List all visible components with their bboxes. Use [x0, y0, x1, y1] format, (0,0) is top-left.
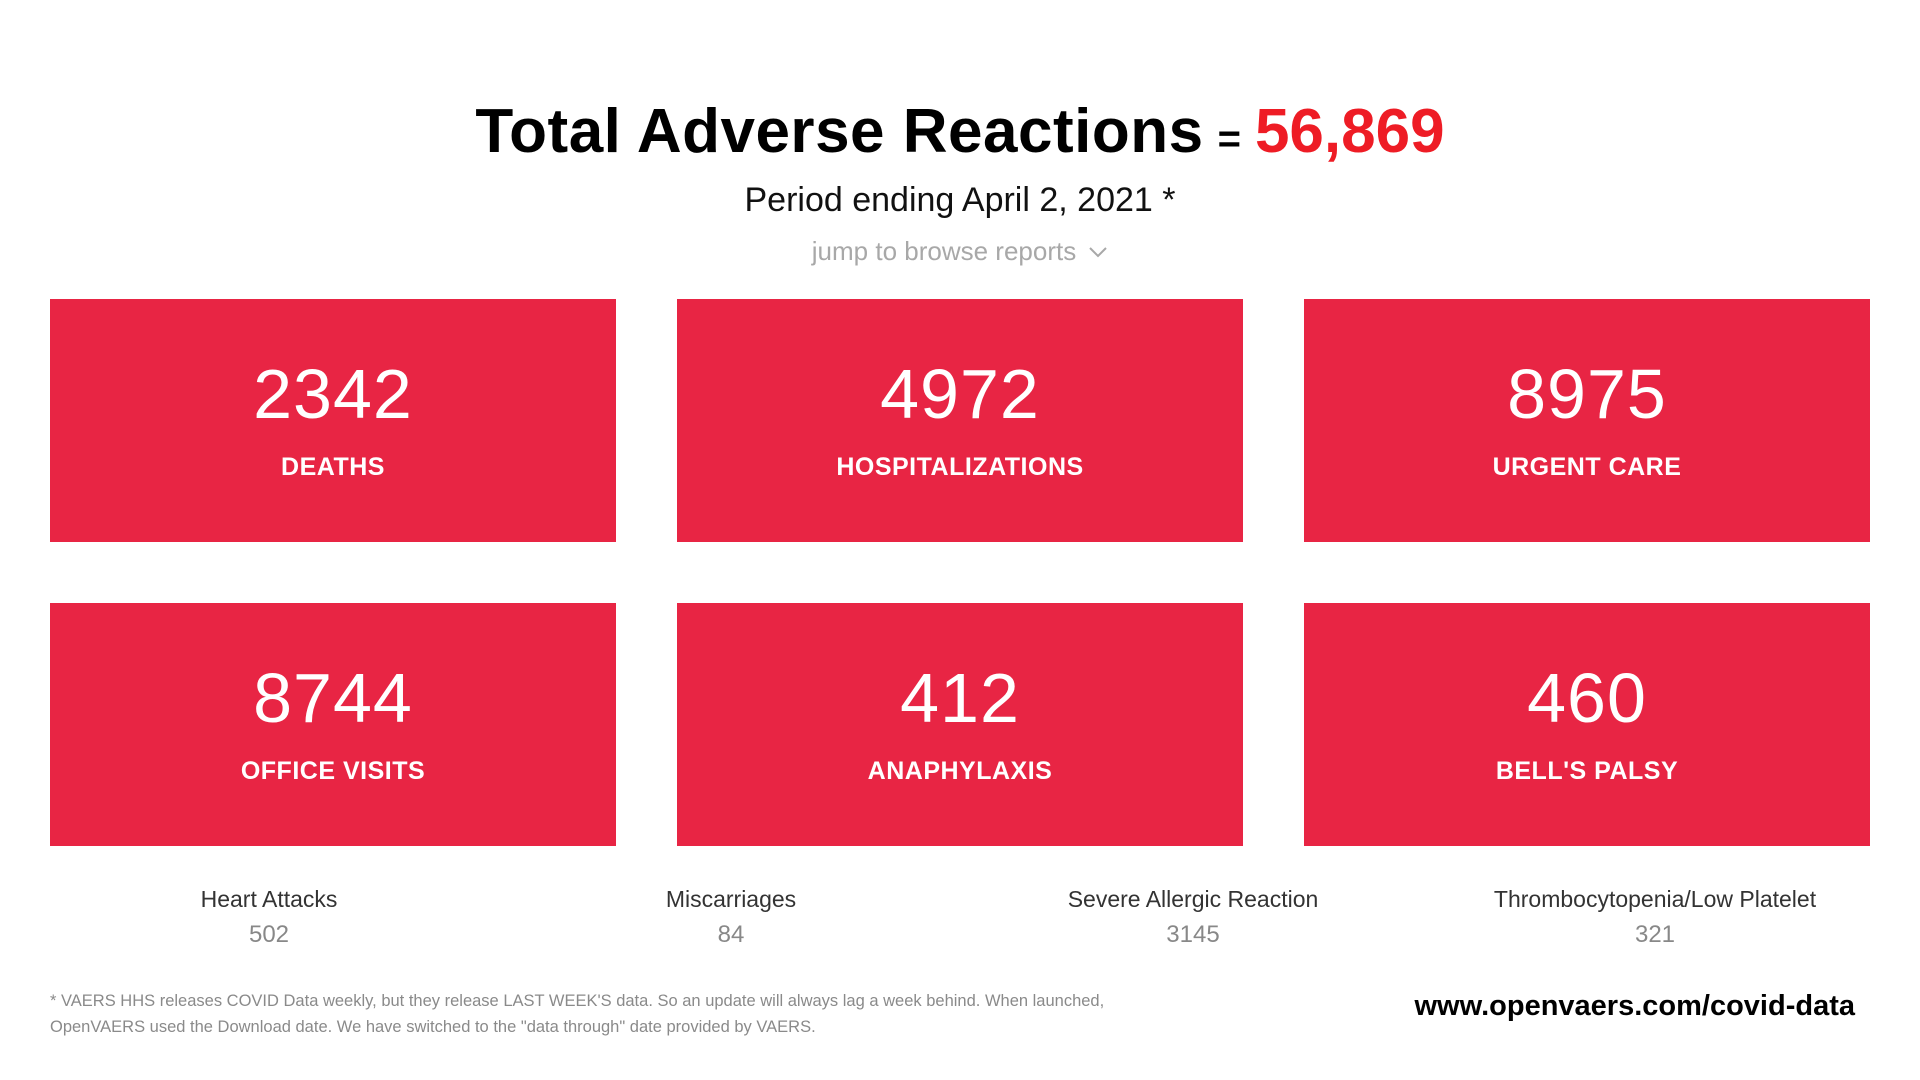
- card-deaths: 2342 DEATHS: [50, 299, 616, 542]
- page-header: Total Adverse Reactions = 56,869 Period …: [0, 96, 1920, 267]
- card-label: OFFICE VISITS: [240, 757, 426, 785]
- card-bells-palsy: 460 BELL'S PALSY: [1304, 603, 1870, 846]
- total-count: 56,869: [1254, 97, 1445, 166]
- card-value: 4972: [880, 355, 1040, 433]
- stat-label: Severe Allergic Reaction: [1067, 886, 1319, 912]
- stat-severe-allergic-reaction: Severe Allergic Reaction 3145: [943, 886, 1443, 949]
- card-label: ANAPHYLAXIS: [867, 757, 1053, 785]
- card-label: URGENT CARE: [1492, 453, 1682, 481]
- site-url: www.openvaers.com/covid-data: [1414, 990, 1856, 1022]
- stat-cards-grid: 2342 DEATHS 4972 HOSPITALIZATIONS 8975 U…: [50, 299, 1870, 846]
- stat-value: 321: [1634, 921, 1676, 948]
- card-label: HOSPITALIZATIONS: [836, 453, 1084, 481]
- card-hospitalizations: 4972 HOSPITALIZATIONS: [677, 299, 1243, 542]
- card-label: DEATHS: [281, 453, 385, 481]
- stat-heart-attacks: Heart Attacks 502: [19, 886, 519, 949]
- card-anaphylaxis: 412 ANAPHYLAXIS: [677, 603, 1243, 846]
- equals-sign: =: [1217, 117, 1241, 161]
- stat-value: 502: [248, 921, 290, 948]
- chevron-down-icon: [1089, 246, 1107, 257]
- stat-label: Thrombocytopenia/Low Platelet: [1493, 886, 1817, 912]
- card-value: 460: [1527, 659, 1647, 737]
- card-urgent-care: 8975 URGENT CARE: [1304, 299, 1870, 542]
- card-value: 8975: [1507, 355, 1667, 433]
- card-label: BELL'S PALSY: [1495, 757, 1679, 785]
- stat-miscarriages: Miscarriages 84: [481, 886, 981, 949]
- stat-thrombocytopenia: Thrombocytopenia/Low Platelet 321: [1405, 886, 1905, 949]
- page-title: Total Adverse Reactions: [475, 97, 1204, 166]
- period-subtitle: Period ending April 2, 2021 *: [744, 181, 1176, 219]
- card-value: 8744: [253, 659, 413, 737]
- title-row: Total Adverse Reactions = 56,869: [0, 96, 1920, 167]
- card-value: 412: [900, 659, 1020, 737]
- stat-value: 84: [717, 921, 745, 948]
- stat-value: 3145: [1166, 921, 1220, 948]
- stat-label: Heart Attacks: [200, 886, 338, 912]
- stat-label: Miscarriages: [665, 886, 797, 912]
- jump-to-reports-link[interactable]: jump to browse reports: [812, 236, 1108, 267]
- card-value: 2342: [253, 355, 413, 433]
- footnote: * VAERS HHS releases COVID Data weekly, …: [50, 992, 1105, 1036]
- card-office-visits: 8744 OFFICE VISITS: [50, 603, 616, 846]
- jump-label: jump to browse reports: [811, 236, 1077, 266]
